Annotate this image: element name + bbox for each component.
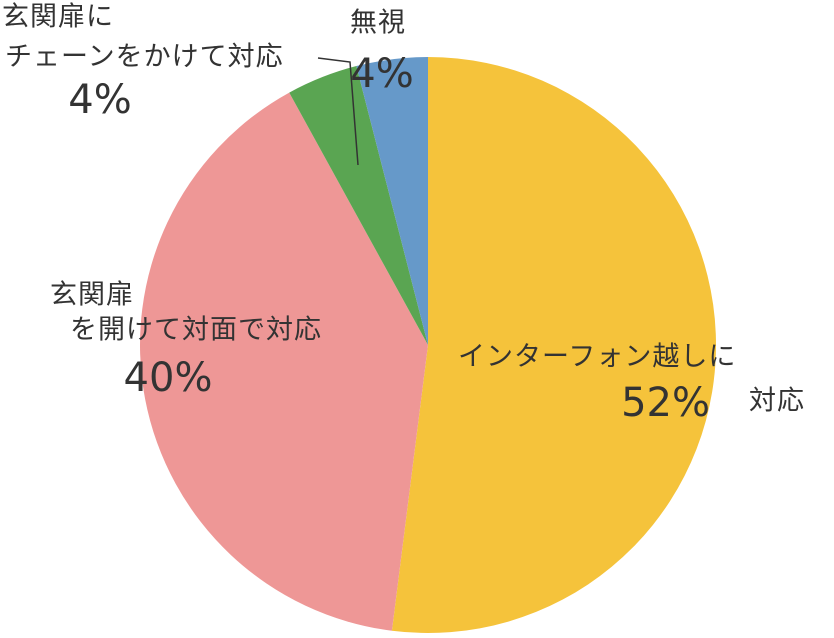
- leader-line: [317, 57, 359, 166]
- pie-slice: [391, 57, 716, 633]
- pie-slice: [356, 57, 428, 345]
- value-label: 40%: [124, 355, 213, 401]
- pie-slice: [139, 92, 428, 631]
- slice-label: 対応: [749, 386, 805, 417]
- slice-label: インターフォン越しに: [458, 342, 736, 373]
- pie-slice: [289, 66, 428, 346]
- value-label: 4%: [68, 77, 131, 123]
- value-label: 4%: [350, 51, 413, 97]
- value-label: 52%: [621, 380, 710, 426]
- slice-label: 玄関扉に: [2, 2, 114, 33]
- slice-label: チェーンをかけて対応: [5, 42, 284, 73]
- slice-label: 玄関扉: [50, 280, 134, 311]
- slice-label: 無視: [350, 8, 406, 39]
- slice-label: を開けて対面で対応: [70, 315, 322, 346]
